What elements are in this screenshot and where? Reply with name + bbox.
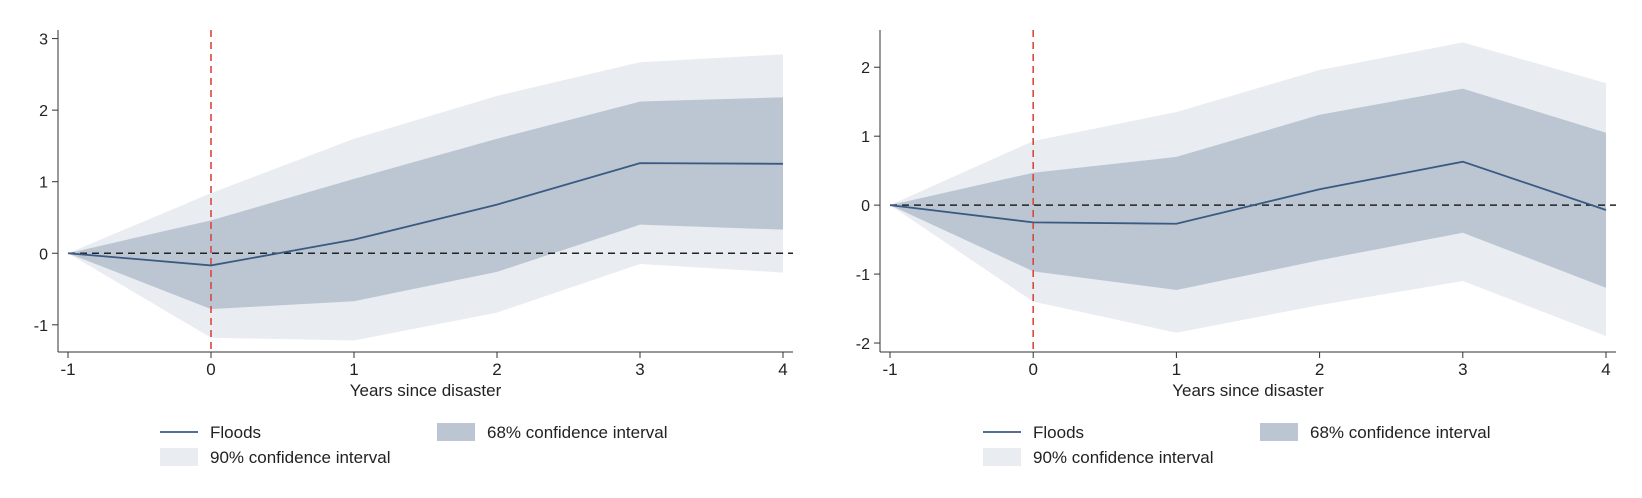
y-tick-label: 1 [861, 129, 870, 146]
legend-swatch-ci90 [983, 448, 1021, 466]
legend: Floods 68% confidence interval 90% confide… [983, 423, 1491, 467]
x-tick-label: 3 [1458, 360, 1467, 379]
legend-swatch-ci68 [437, 423, 475, 441]
legend-label-ci68: 68% confidence interval [487, 423, 668, 442]
legend-label-ci90: 90% confidence interval [210, 448, 391, 467]
y-tick-label: 2 [39, 103, 48, 120]
y-tick-label: 1 [39, 175, 48, 192]
x-tick-label: 1 [1172, 360, 1181, 379]
y-tick-label: -1 [34, 318, 48, 335]
x-tick-label: 0 [1028, 360, 1037, 379]
chart-panel-2: -2 -1 0 1 2 -1 0 1 2 3 4 Years since disaster Floods… [856, 30, 1616, 467]
x-axis-label: Years since disaster [1172, 381, 1324, 400]
legend: Floods 68% confidence interval 90% confide… [160, 423, 668, 467]
y-tick-label: 0 [39, 246, 48, 263]
x-tick-label: 2 [1315, 360, 1324, 379]
legend-label-ci68: 68% confidence interval [1310, 423, 1491, 442]
x-tick-label: 2 [492, 360, 501, 379]
x-tick-label: 4 [1601, 360, 1610, 379]
x-tick-label: 4 [778, 360, 787, 379]
x-tick-label: 1 [349, 360, 358, 379]
y-tick-label: -1 [856, 267, 870, 284]
legend-swatch-ci90 [160, 448, 198, 466]
legend-label-ci90: 90% confidence interval [1033, 448, 1214, 467]
ci68-band [68, 97, 783, 310]
floods-line [889, 160, 1607, 225]
y-tick-label: 0 [861, 198, 870, 215]
y-tick-label: 2 [861, 60, 870, 77]
x-axis-label: Years since disaster [350, 381, 502, 400]
chart-panel-1: -1 0 1 2 3 -1 0 1 2 3 4 Years since disaster Floods 6… [34, 30, 793, 467]
legend-label-floods: Floods [1033, 423, 1084, 442]
legend-swatch-ci68 [1260, 423, 1298, 441]
x-tick-label: -1 [60, 360, 75, 379]
x-tick-label: -1 [882, 360, 897, 379]
ci68-band [890, 88, 1606, 290]
y-tick-label: -2 [856, 336, 870, 353]
floods-line [67, 162, 784, 267]
y-tick-label: 3 [39, 32, 48, 49]
x-tick-label: 0 [206, 360, 215, 379]
x-tick-label: 3 [635, 360, 644, 379]
legend-label-floods: Floods [210, 423, 261, 442]
